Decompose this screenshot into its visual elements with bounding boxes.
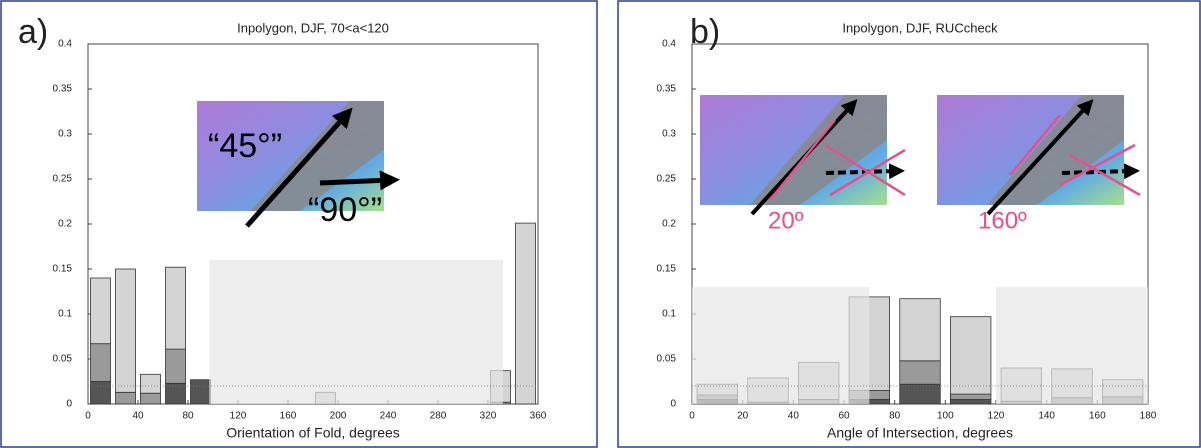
x-tick-label: 160 bbox=[1089, 411, 1106, 422]
bar-segment bbox=[166, 349, 186, 383]
shaded-region bbox=[692, 287, 869, 404]
y-tick-label: 0.2 bbox=[662, 219, 676, 230]
annotation: 20º bbox=[768, 207, 804, 234]
y-tick-label: 0.05 bbox=[657, 354, 677, 365]
shaded-region bbox=[209, 260, 503, 404]
x-tick-label: 100 bbox=[937, 411, 954, 422]
y-tick-label: 0 bbox=[66, 399, 72, 410]
bar-segment bbox=[166, 383, 186, 404]
y-tick-label: 0 bbox=[670, 399, 676, 410]
x-tick-label: 120 bbox=[230, 411, 247, 422]
panel-label: a) bbox=[18, 13, 48, 51]
figure: a) Inpolygon, DJF, 70<a<120 Orientation of… bbox=[0, 0, 1201, 448]
y-tick-label: 0.3 bbox=[662, 129, 676, 140]
x-tick-label: 200 bbox=[330, 411, 347, 422]
x-tick-label: 120 bbox=[988, 411, 1005, 422]
bar-segment bbox=[950, 317, 991, 394]
bar-segment bbox=[141, 393, 161, 404]
x-tick-label: 40 bbox=[132, 411, 144, 422]
x-tick-label: 80 bbox=[182, 411, 194, 422]
x-tick-label: 320 bbox=[480, 411, 497, 422]
x-axis-label: Angle of Intersection, degrees bbox=[827, 425, 1013, 441]
bar-segment bbox=[191, 380, 211, 404]
annotation: 160º bbox=[978, 207, 1027, 234]
annotation: “90°” bbox=[308, 191, 382, 229]
shaded-region bbox=[996, 287, 1148, 404]
x-tick-label: 160 bbox=[280, 411, 297, 422]
bar-segment bbox=[116, 392, 136, 404]
y-tick-label: 0.15 bbox=[657, 264, 677, 275]
x-tick-label: 0 bbox=[85, 411, 91, 422]
x-tick-label: 240 bbox=[380, 411, 397, 422]
x-tick-label: 60 bbox=[838, 411, 850, 422]
y-tick-label: 0.1 bbox=[662, 309, 676, 320]
bar-segment bbox=[900, 361, 941, 384]
y-tick-label: 0.35 bbox=[657, 84, 677, 95]
bar-segment bbox=[900, 384, 941, 404]
bar-segment bbox=[116, 269, 136, 392]
y-tick-label: 0.2 bbox=[58, 219, 72, 230]
y-tick-label: 0.4 bbox=[58, 39, 72, 50]
y-tick-label: 0.3 bbox=[58, 129, 72, 140]
bar-segment bbox=[91, 278, 111, 344]
y-tick-label: 0.25 bbox=[53, 174, 73, 185]
inset-a: “45°” “90°” bbox=[197, 101, 390, 229]
x-tick-label: 20 bbox=[737, 411, 749, 422]
chart-title: Inpolygon, DJF, 70<a<120 bbox=[237, 20, 389, 35]
x-tick-label: 0 bbox=[689, 411, 695, 422]
x-tick-label: 140 bbox=[1038, 411, 1055, 422]
bar-segment bbox=[900, 299, 941, 361]
bar-segment bbox=[141, 374, 161, 393]
y-tick-label: 0.05 bbox=[53, 354, 73, 365]
y-tick-label: 0.15 bbox=[53, 264, 73, 275]
bar-segment bbox=[166, 267, 186, 349]
bar-segment bbox=[91, 344, 111, 382]
y-tick-label: 0.35 bbox=[53, 84, 73, 95]
x-tick-label: 80 bbox=[889, 411, 901, 422]
panel-label: b) bbox=[690, 13, 720, 51]
bar-segment bbox=[950, 394, 991, 399]
chart-title: Inpolygon, DJF, RUCcheck bbox=[842, 20, 998, 35]
bar-segment bbox=[91, 382, 111, 405]
annotation: “45°” bbox=[208, 127, 282, 165]
y-tick-label: 0.25 bbox=[657, 174, 677, 185]
bar-segment bbox=[950, 400, 991, 405]
bar-segment bbox=[516, 223, 536, 404]
x-tick-label: 360 bbox=[530, 411, 547, 422]
x-tick-label: 180 bbox=[1140, 411, 1157, 422]
y-tick-label: 0.4 bbox=[662, 39, 676, 50]
x-tick-label: 280 bbox=[430, 411, 447, 422]
x-axis-label: Orientation of Fold, degrees bbox=[226, 425, 400, 441]
y-tick-label: 0.1 bbox=[58, 309, 72, 320]
x-tick-label: 40 bbox=[788, 411, 800, 422]
